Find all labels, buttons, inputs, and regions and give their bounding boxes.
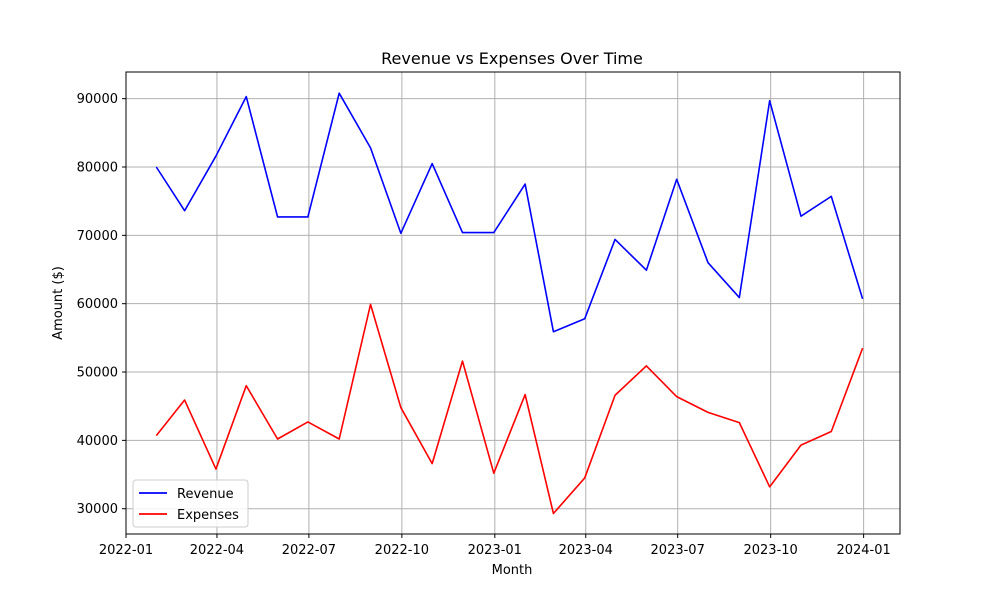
y-tick-label: 40000 (77, 434, 118, 449)
series-lines (155, 92, 864, 515)
legend-label-revenue: Revenue (177, 487, 234, 502)
y-tick-label: 50000 (77, 366, 118, 381)
grid (125, 72, 900, 534)
x-tick-label: 2022-10 (375, 543, 429, 558)
legend-label-expenses: Expenses (177, 508, 239, 523)
series-line-expenses (155, 303, 864, 515)
x-tick-label: 2022-04 (190, 543, 244, 558)
x-axis-ticks: 2022-01 2022-04 2022-07 2022-10 2023-01 2023-… (99, 534, 891, 558)
x-tick-label: 2023-04 (559, 543, 613, 558)
y-tick-label: 70000 (77, 229, 118, 244)
y-tick-label: 90000 (77, 92, 118, 107)
x-tick-label: 2023-07 (651, 543, 705, 558)
x-axis-label: Month (492, 563, 533, 578)
x-tick-label: 2023-10 (743, 543, 797, 558)
y-axis-ticks: 30000 40000 50000 60000 70000 80000 90000 (77, 92, 126, 517)
y-axis-label: Amount ($) (51, 266, 66, 340)
axes-frame (125, 71, 901, 535)
x-tick-label: 2022-07 (282, 543, 336, 558)
legend-box (132, 479, 249, 528)
y-tick-label: 30000 (77, 502, 118, 517)
chart-title: Revenue vs Expenses Over Time (381, 49, 643, 68)
y-tick-label: 60000 (77, 297, 118, 312)
x-tick-label: 2022-01 (99, 543, 153, 558)
y-tick-label: 80000 (77, 160, 118, 175)
x-tick-label: 2023-01 (468, 543, 522, 558)
series-line-revenue (155, 92, 864, 333)
legend: Revenue Expenses (132, 479, 249, 528)
x-tick-label: 2024-01 (836, 543, 890, 558)
